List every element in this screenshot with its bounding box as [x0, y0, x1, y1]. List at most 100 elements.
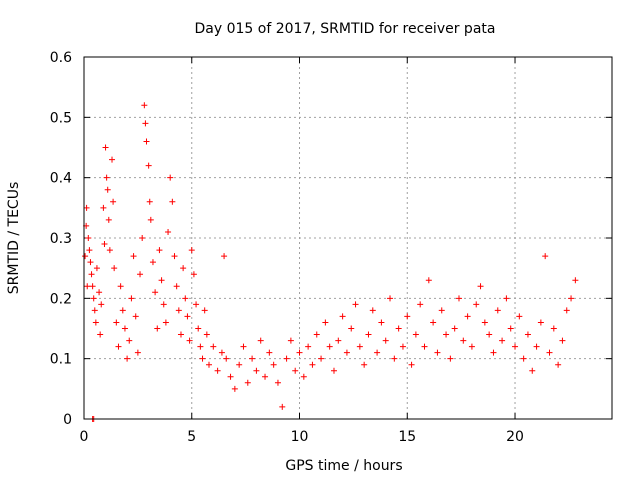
data-point: [195, 325, 202, 332]
data-point: [322, 319, 329, 326]
data-point: [210, 343, 217, 350]
data-point: [231, 385, 238, 392]
data-point: [404, 313, 411, 320]
data-point: [348, 325, 355, 332]
data-point: [257, 337, 264, 344]
data-point: [249, 355, 256, 362]
data-point: [190, 271, 197, 278]
data-point: [361, 361, 368, 368]
data-point: [490, 349, 497, 356]
data-point: [101, 241, 108, 248]
data-point: [145, 162, 152, 169]
data-point: [105, 216, 112, 223]
data-point: [395, 325, 402, 332]
data-point: [177, 331, 184, 338]
data-points: [82, 102, 579, 422]
data-point: [132, 313, 139, 320]
data-point: [326, 343, 333, 350]
data-point: [455, 295, 462, 302]
data-point: [486, 331, 493, 338]
data-point: [165, 228, 172, 235]
data-point: [270, 361, 277, 368]
data-point: [96, 289, 103, 296]
data-point: [330, 367, 337, 374]
data-point: [143, 138, 150, 145]
data-point: [343, 349, 350, 356]
data-point: [283, 355, 290, 362]
data-point: [90, 295, 97, 302]
data-point: [244, 379, 251, 386]
data-point: [421, 343, 428, 350]
data-point: [86, 247, 93, 254]
data-point: [111, 265, 118, 272]
data-point: [253, 367, 260, 374]
y-tick-label: 0.4: [50, 171, 72, 187]
data-point: [121, 325, 128, 332]
data-point: [152, 289, 159, 296]
data-point: [175, 307, 182, 314]
data-point: [468, 343, 475, 350]
data-point: [119, 307, 126, 314]
data-point: [126, 337, 133, 344]
data-point: [91, 307, 98, 314]
data-point: [369, 307, 376, 314]
data-point: [447, 355, 454, 362]
data-point: [572, 277, 579, 284]
data-point: [193, 301, 200, 308]
y-axis-label: SRMTID / TECUs: [6, 182, 22, 295]
data-point: [460, 337, 467, 344]
data-point: [154, 325, 161, 332]
data-point: [171, 253, 178, 260]
data-point: [205, 361, 212, 368]
data-point: [92, 319, 99, 326]
grid: [84, 57, 612, 419]
data-point: [141, 102, 148, 109]
data-point: [408, 361, 415, 368]
data-point: [218, 349, 225, 356]
data-point: [146, 198, 153, 205]
data-point: [430, 319, 437, 326]
data-point: [223, 355, 230, 362]
data-point: [287, 337, 294, 344]
data-point: [137, 271, 144, 278]
data-point: [203, 331, 210, 338]
data-point: [139, 235, 146, 241]
data-point: [83, 204, 90, 211]
data-point: [464, 313, 471, 320]
data-point: [262, 373, 269, 380]
data-point: [550, 325, 557, 332]
data-point: [391, 355, 398, 362]
data-point: [524, 331, 531, 338]
data-point: [356, 343, 363, 350]
data-point: [529, 367, 536, 374]
data-point: [221, 253, 228, 260]
data-point: [169, 198, 176, 205]
y-tick-label: 0.6: [50, 50, 72, 66]
data-point: [533, 343, 540, 350]
data-point: [473, 301, 480, 308]
data-point: [425, 277, 432, 284]
data-point: [227, 373, 234, 380]
data-point: [84, 283, 91, 290]
data-point: [124, 355, 131, 362]
data-point: [378, 319, 385, 326]
data-point: [214, 367, 221, 374]
data-point: [292, 367, 299, 374]
x-axis-label: GPS time / hours: [285, 458, 402, 474]
plot-frame: [83, 56, 613, 420]
data-point: [382, 337, 389, 344]
data-point: [537, 319, 544, 326]
data-point: [374, 349, 381, 356]
data-point: [147, 216, 154, 223]
y-tick-label: 0.2: [50, 291, 72, 307]
data-point: [87, 259, 94, 266]
data-point: [93, 265, 100, 272]
data-point: [102, 144, 109, 151]
data-point: [352, 301, 359, 308]
data-point: [516, 313, 523, 320]
x-tick-label: 20: [506, 429, 524, 445]
axis-ticks: 0 5 10 15 20 0 0.1 0.2 0.3 0.4 0.5 0.6: [50, 50, 612, 445]
y-tick-label: 0.5: [50, 110, 72, 126]
data-point: [417, 301, 424, 308]
data-point: [160, 301, 167, 308]
